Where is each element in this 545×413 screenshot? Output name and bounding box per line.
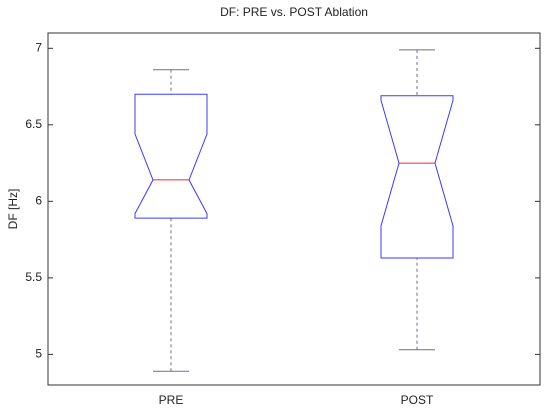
chart-title: DF: PRE vs. POST Ablation [220,5,368,19]
y-axis-label: DF [Hz] [6,189,20,230]
y-tick-label: 5 [35,347,42,361]
y-tick-label: 7 [35,40,42,54]
x-tick-label: POST [401,393,434,407]
y-tick-label: 5.5 [25,270,42,284]
notched-box [134,93,208,219]
x-tick-label: PRE [159,393,184,407]
y-tick-label: 6.5 [25,117,42,131]
y-tick-label: 6 [35,194,42,208]
notched-box [380,95,454,259]
plot-frame [47,32,541,386]
